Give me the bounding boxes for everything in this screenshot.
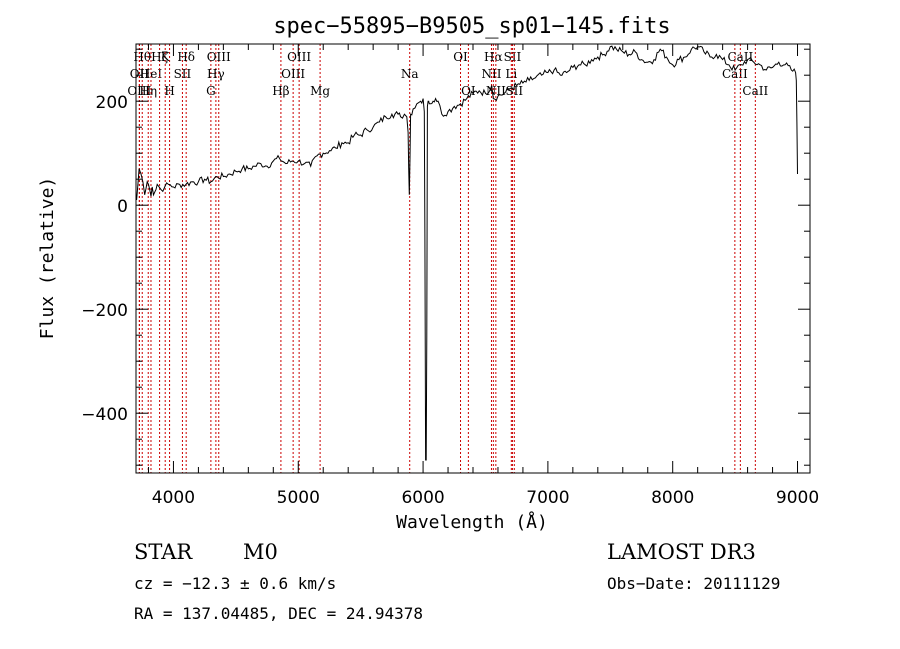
object-class: STAR [134, 540, 193, 564]
chart-title: spec−55895−B9505_sp01−145.fits [273, 14, 670, 39]
x-tick-label: 5000 [277, 488, 320, 508]
line-label: Hθ [133, 50, 151, 64]
line-label: OIII [287, 50, 311, 64]
line-label: Li [505, 67, 517, 81]
y-axis-label: Flux (relative) [37, 177, 58, 340]
line-label: Hη [139, 84, 157, 98]
redshift-cz: cz = −12.3 ± 0.6 km/s [134, 574, 337, 593]
line-label: OIII [281, 67, 305, 81]
line-label: NII [486, 84, 506, 98]
line-label: SII [174, 67, 192, 81]
x-tick-label: 4000 [152, 488, 195, 508]
y-tick-label: 0 [117, 197, 128, 217]
line-label: OI [453, 50, 468, 64]
spectrum-series-line [136, 45, 798, 461]
line-label: CaII [727, 50, 753, 64]
ra-dec-coordinates: RA = 137.04485, DEC = 24.94378 [134, 604, 423, 623]
x-tick-label: 7000 [526, 488, 569, 508]
object-subclass: M0 [243, 540, 278, 564]
line-label: Hγ [207, 67, 225, 81]
y-tick-label: −400 [81, 405, 128, 425]
x-tick-label: 8000 [651, 488, 694, 508]
line-label: HeI [140, 67, 163, 81]
spectral-line-markers: HθOIIOIIIHηHeIHζKHSIIHδGHγOIIIHβOIIIOIII… [127, 44, 768, 473]
survey-name: LAMOST DR3 [607, 540, 756, 564]
line-label: SII [505, 84, 523, 98]
line-label: OIII [127, 84, 151, 98]
axis-ticks: 4000 5000 6000 7000 8000 9000 200 0 −200 −400 [81, 44, 819, 508]
line-label: SII [504, 50, 522, 64]
line-label: NII [481, 67, 501, 81]
line-label: K [161, 50, 171, 64]
line-label: G [206, 84, 216, 98]
line-label: Hα [484, 50, 503, 64]
line-label: CaII [722, 67, 748, 81]
line-label: OI [461, 84, 476, 98]
x-axis-label: Wavelength (Å) [396, 511, 548, 533]
line-label: CaII [742, 84, 768, 98]
observation-date: Obs−Date: 20111129 [607, 574, 781, 593]
y-tick-label: −200 [81, 301, 128, 321]
line-label: Mg [310, 84, 330, 98]
line-label: H [164, 84, 174, 98]
line-label: OIII [207, 50, 231, 64]
line-label: Hδ [177, 50, 195, 64]
line-label: Na [401, 67, 419, 81]
x-tick-label: 9000 [776, 488, 819, 508]
line-label: Hβ [272, 84, 289, 98]
x-tick-label: 6000 [401, 488, 444, 508]
plot-frame [135, 43, 811, 474]
line-label: Hζ [151, 50, 168, 64]
y-tick-label: 200 [96, 93, 128, 113]
